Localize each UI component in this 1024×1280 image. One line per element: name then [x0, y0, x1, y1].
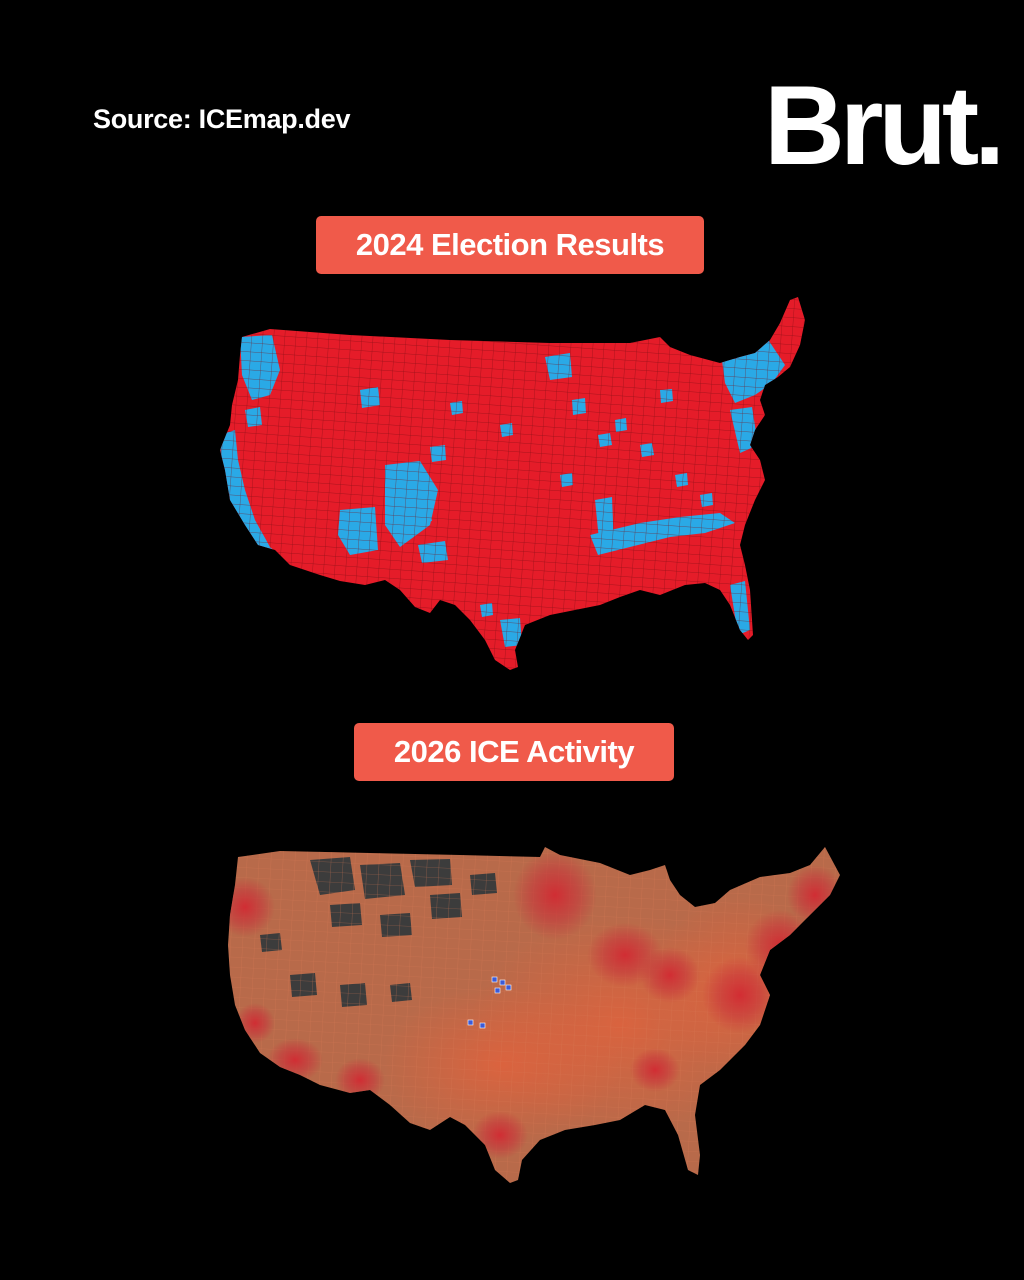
election-map-title: 2024 Election Results	[316, 216, 704, 274]
ice-markers	[467, 976, 512, 1029]
source-label: Source: ICEmap.dev	[93, 104, 351, 134]
ice-map-title: 2026 ICE Activity	[354, 723, 674, 781]
ice-activity-map	[228, 847, 840, 1183]
brut-logo: Brut.	[764, 63, 1005, 188]
election-results-map	[220, 297, 805, 670]
activity-hotspots	[228, 850, 840, 1159]
county-borders	[220, 297, 805, 670]
